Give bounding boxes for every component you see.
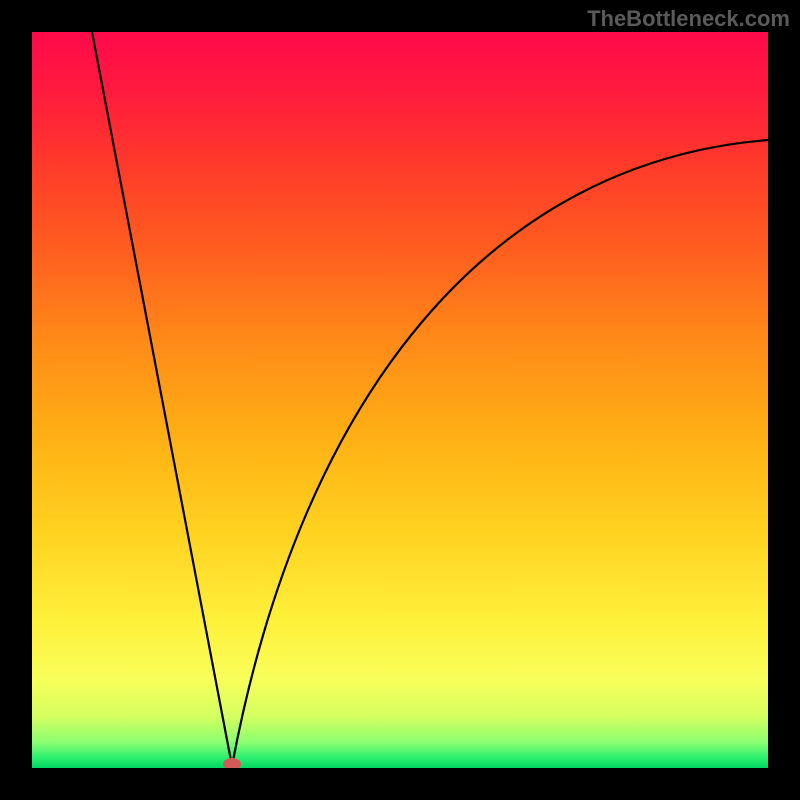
watermark-text: TheBottleneck.com [587, 6, 790, 32]
plot-area [32, 32, 768, 768]
minimum-marker [223, 758, 241, 768]
chart-container: TheBottleneck.com [0, 0, 800, 800]
curve-path [92, 32, 768, 766]
bottleneck-curve [32, 32, 768, 768]
